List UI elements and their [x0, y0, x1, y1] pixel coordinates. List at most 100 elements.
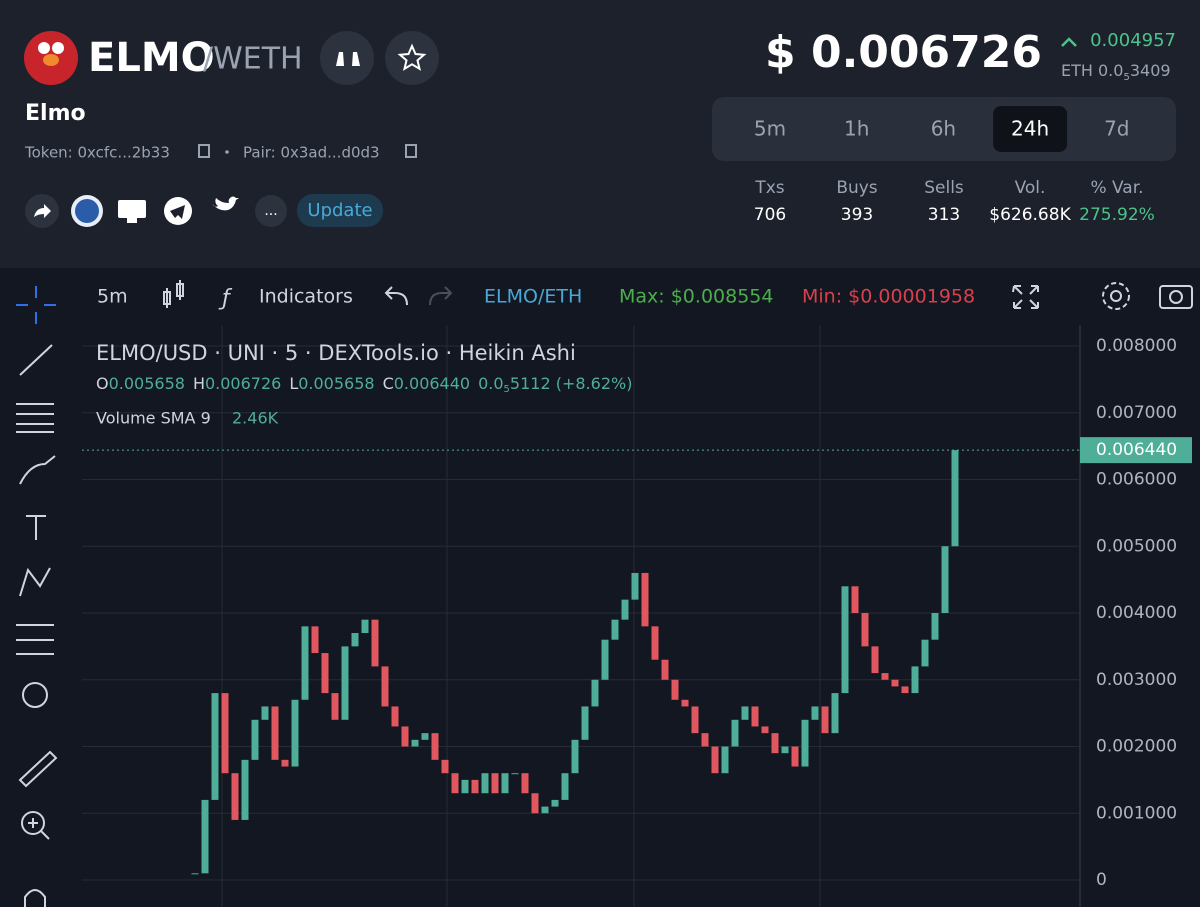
emoji-tool[interactable]	[22, 682, 48, 708]
timeframe-option[interactable]: 7d	[1104, 117, 1129, 141]
candle	[801, 719, 809, 767]
last-price-label: 0.006440	[1096, 440, 1177, 460]
candle	[521, 773, 529, 794]
candle	[481, 773, 489, 794]
price-axis: 0 0.001000 0.002000 0.003000 0.004000 0.00500…	[1080, 336, 1192, 890]
candle	[621, 599, 629, 620]
fx-icon[interactable]: ƒ	[218, 286, 233, 311]
candle	[591, 679, 599, 707]
price-change: 0.004957	[1090, 30, 1176, 51]
volume-value: 2.46K	[232, 409, 279, 428]
fib-tool[interactable]	[16, 403, 54, 433]
candle	[631, 572, 639, 600]
indicators-button[interactable]: Indicators	[259, 286, 353, 308]
avatar-eye	[38, 42, 50, 54]
candle	[371, 619, 379, 667]
settings-icon[interactable]	[1102, 282, 1130, 310]
o-value: 0.005658	[109, 374, 185, 393]
timeframe-active-bg	[993, 106, 1068, 152]
token-address: Token: 0xcfc...2b33	[24, 144, 170, 162]
candle	[421, 733, 429, 740]
stat-value: $626.68K	[989, 205, 1071, 225]
candle	[491, 773, 499, 794]
price-eth-digits: 3409	[1130, 61, 1171, 80]
pattern-tool[interactable]	[19, 567, 51, 597]
stat-value: 275.92%	[1079, 205, 1155, 225]
y-tick-label: 0.002000	[1096, 737, 1177, 757]
c-label: C	[383, 374, 394, 393]
binoculars-button[interactable]	[320, 31, 374, 85]
candle	[601, 639, 609, 680]
candle	[691, 706, 699, 734]
candle	[741, 706, 749, 720]
chart-type-icon[interactable]	[163, 280, 184, 308]
y-tick-label: 0.008000	[1096, 336, 1177, 356]
copy-icon[interactable]	[198, 144, 210, 158]
l-label: L	[289, 374, 298, 393]
undo-icon[interactable]	[384, 286, 408, 306]
candle	[811, 706, 819, 720]
max-price: Max: $0.008554	[619, 286, 773, 308]
candle	[411, 739, 419, 747]
candle	[711, 746, 719, 774]
fullscreen-icon[interactable]	[1012, 285, 1039, 309]
pair-address: Pair: 0x3ad...d0d3	[243, 144, 380, 162]
y-tick-label: 0.007000	[1096, 403, 1177, 423]
candle	[391, 706, 399, 727]
text-tool[interactable]	[26, 515, 46, 540]
candle	[641, 572, 649, 627]
candle	[921, 639, 929, 667]
copy-icon[interactable]	[405, 144, 417, 158]
change-zeros: 5	[504, 384, 510, 395]
more-label: ...	[264, 203, 277, 219]
up-arrow	[1061, 37, 1077, 47]
candle	[201, 799, 209, 874]
website-icon[interactable]	[118, 200, 146, 218]
candle	[341, 646, 349, 720]
timeframe-option[interactable]: 24h	[1011, 117, 1049, 141]
stat-label: % Var.	[1090, 178, 1143, 198]
candle	[561, 773, 569, 800]
candle	[471, 779, 479, 794]
share-icon	[34, 204, 51, 218]
trend-line-tool[interactable]	[19, 344, 53, 376]
interval[interactable]: 5m	[97, 286, 128, 308]
brush-tool[interactable]	[19, 455, 56, 485]
candle	[281, 759, 289, 767]
zoom-tool-plus	[28, 818, 50, 840]
token-name: Elmo	[25, 101, 86, 126]
stat-label: Buys	[836, 178, 877, 198]
avatar-nose	[43, 54, 59, 66]
update-button[interactable]	[297, 194, 383, 227]
timeframe-option[interactable]: 6h	[931, 117, 956, 141]
stat-label: Vol.	[1015, 178, 1046, 198]
candle	[761, 726, 769, 734]
candle	[221, 693, 229, 774]
timeframe-option[interactable]: 5m	[754, 117, 786, 141]
candle	[771, 733, 779, 754]
candle	[661, 659, 669, 680]
projection-tool[interactable]	[16, 624, 54, 655]
y-tick-label: 0.005000	[1096, 536, 1177, 556]
candle	[611, 619, 619, 640]
favorite-button[interactable]	[385, 31, 439, 85]
timeframe-option[interactable]: 1h	[844, 117, 869, 141]
dextools-icon	[75, 199, 99, 223]
price-eth: ETH 0.053409	[1061, 61, 1171, 84]
magnet-tool[interactable]	[24, 889, 46, 907]
snapshot-icon[interactable]	[1159, 285, 1193, 309]
candle	[701, 733, 709, 747]
ruler-tool[interactable]	[18, 750, 58, 788]
twitter-icon[interactable]	[212, 196, 239, 211]
pair-toggle[interactable]: ELMO/ETH	[484, 286, 582, 308]
telegram-plane	[170, 205, 185, 219]
l-value: 0.005658	[298, 374, 374, 393]
redo-icon[interactable]	[429, 286, 453, 306]
candle	[671, 679, 679, 700]
more-button[interactable]	[255, 195, 287, 227]
zoom-tool[interactable]	[21, 811, 45, 835]
crosshair-tool[interactable]	[16, 286, 56, 324]
candle	[271, 706, 279, 760]
settings-icon-center	[1110, 290, 1122, 302]
